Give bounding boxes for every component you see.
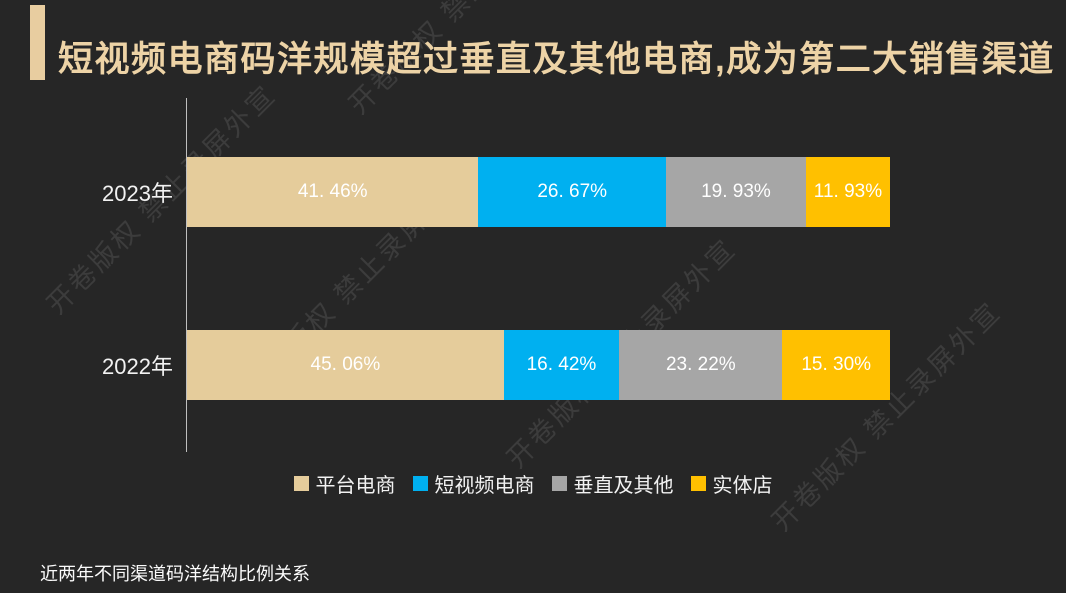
legend-swatch-icon [412, 475, 428, 491]
segment-value-label: 41. 46% [297, 181, 368, 202]
segment-value-label: 19. 93% [701, 181, 771, 202]
legend-swatch-icon [293, 475, 309, 491]
bar-row: 2023年 41. 46% 26. 67% 19. 93% 11. 93% [0, 157, 1066, 227]
bar-segment-实体店: 11. 93% [806, 157, 890, 227]
stacked-bar: 45. 06% 16. 42% 23. 22% 15. 30% [187, 330, 890, 400]
stacked-bar: 41. 46% 26. 67% 19. 93% 11. 93% [187, 157, 890, 227]
y-axis-line [186, 98, 187, 452]
legend-label: 平台电商 [315, 474, 396, 497]
bar-segment-垂直及其他: 19. 93% [665, 157, 807, 227]
bar-segment-实体店: 15. 30% [782, 330, 890, 400]
category-label: 2022年 [102, 354, 173, 379]
segment-value-label: 45. 06% [310, 354, 381, 375]
legend-label: 垂直及其他 [573, 474, 674, 497]
legend-swatch-icon [551, 475, 567, 491]
legend-swatch-icon [690, 475, 706, 491]
legend-item-垂直及其他: 垂直及其他 [551, 469, 674, 498]
bar-segment-平台电商: 41. 46% [187, 157, 479, 227]
bar-row: 2022年 45. 06% 16. 42% 23. 22% 15. 30% [0, 330, 1066, 400]
page-title: 短视频电商码洋规模超过垂直及其他电商,成为第二大销售渠道 [58, 40, 1055, 80]
legend-label: 实体店 [712, 474, 773, 497]
category-label: 2023年 [102, 181, 173, 206]
segment-value-label: 26. 67% [537, 181, 608, 202]
bar-segment-垂直及其他: 23. 22% [619, 330, 783, 400]
legend-item-实体店: 实体店 [690, 469, 773, 498]
bar-segment-短视频电商: 26. 67% [478, 157, 666, 227]
legend: 平台电商 短视频电商 垂直及其他 实体店 [0, 468, 1066, 498]
title-accent-bar [30, 5, 45, 80]
segment-value-label: 11. 93% [813, 181, 883, 202]
legend-label: 短视频电商 [434, 474, 535, 497]
bar-segment-平台电商: 45. 06% [187, 330, 504, 400]
legend-item-短视频电商: 短视频电商 [412, 469, 535, 498]
legend-item-平台电商: 平台电商 [293, 469, 396, 498]
bar-segment-短视频电商: 16. 42% [503, 330, 620, 400]
segment-value-label: 16. 42% [526, 354, 597, 375]
chart-caption: 近两年不同渠道码洋结构比例关系 [40, 564, 310, 584]
segment-value-label: 15. 30% [801, 354, 872, 375]
segment-value-label: 23. 22% [665, 354, 736, 375]
